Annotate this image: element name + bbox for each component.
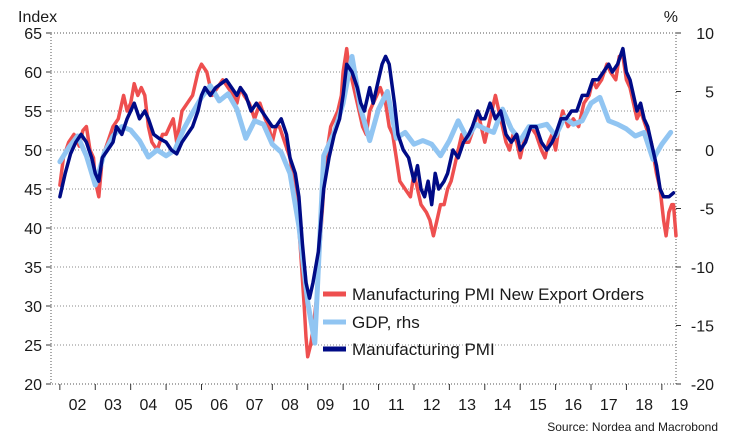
x-tick-label: 19 (671, 397, 689, 414)
right-axis-label: % (664, 9, 678, 26)
right-tick-label: -15 (691, 319, 714, 336)
legend-label-export-orders: Manufacturing PMI New Export Orders (352, 285, 644, 304)
right-tick-label: 0 (705, 143, 714, 160)
right-tick-label: -10 (691, 260, 714, 277)
left-tick-label: 45 (24, 182, 42, 199)
left-tick-label: 55 (24, 104, 42, 121)
x-tick-label: 03 (104, 397, 122, 414)
legend: Manufacturing PMI New Export Orders GDP,… (323, 285, 644, 359)
legend-label-pmi: Manufacturing PMI (352, 340, 495, 359)
x-tick-label: 12 (423, 397, 441, 414)
x-tick-label: 11 (388, 397, 405, 414)
right-tick-label: 5 (705, 85, 714, 102)
source-note: Source: Nordea and Macrobond (547, 420, 718, 434)
left-tick-label: 35 (24, 260, 42, 277)
right-tick-label: 10 (696, 26, 714, 43)
x-tick-label: 08 (281, 397, 299, 414)
x-axis-ticks: 02 03 04 05 06 07 08 09 10 11 12 13 14 15 16 17 18 19 (59, 384, 689, 414)
x-tick-label: 04 (139, 397, 157, 414)
line-pmi (58, 46, 676, 300)
x-tick-label: 13 (458, 397, 476, 414)
x-tick-label: 09 (317, 397, 335, 414)
left-tick-label: 25 (24, 338, 42, 355)
left-axis-ticks: 20 25 30 35 40 45 50 55 60 65 (24, 26, 51, 394)
x-tick-label: 18 (635, 397, 653, 414)
x-tick-label: 07 (246, 397, 264, 414)
left-tick-label: 65 (24, 26, 42, 43)
right-axis-ticks: -20 -15 -10 -5 0 5 10 (676, 26, 714, 394)
x-tick-label: 10 (352, 397, 370, 414)
x-tick-label: 02 (69, 397, 87, 414)
x-tick-label: 05 (175, 397, 193, 414)
left-tick-label: 60 (24, 65, 42, 82)
legend-label-gdp: GDP, rhs (352, 313, 420, 332)
left-tick-label: 20 (24, 377, 42, 394)
x-tick-label: 06 (210, 397, 228, 414)
plot-border (50, 32, 677, 385)
right-tick-label: -5 (700, 202, 714, 219)
line-gdp (57, 53, 674, 346)
x-tick-label: 17 (600, 397, 618, 414)
left-tick-label: 40 (24, 221, 42, 238)
x-tick-label: 14 (494, 397, 512, 414)
left-tick-label: 30 (24, 299, 42, 316)
line-export-orders (58, 46, 678, 359)
right-tick-label: -20 (691, 377, 714, 394)
left-axis-label: Index (18, 9, 57, 26)
left-tick-label: 50 (24, 143, 42, 160)
series-lines (57, 46, 678, 359)
x-tick-label: 16 (564, 397, 582, 414)
x-tick-label: 15 (529, 397, 547, 414)
